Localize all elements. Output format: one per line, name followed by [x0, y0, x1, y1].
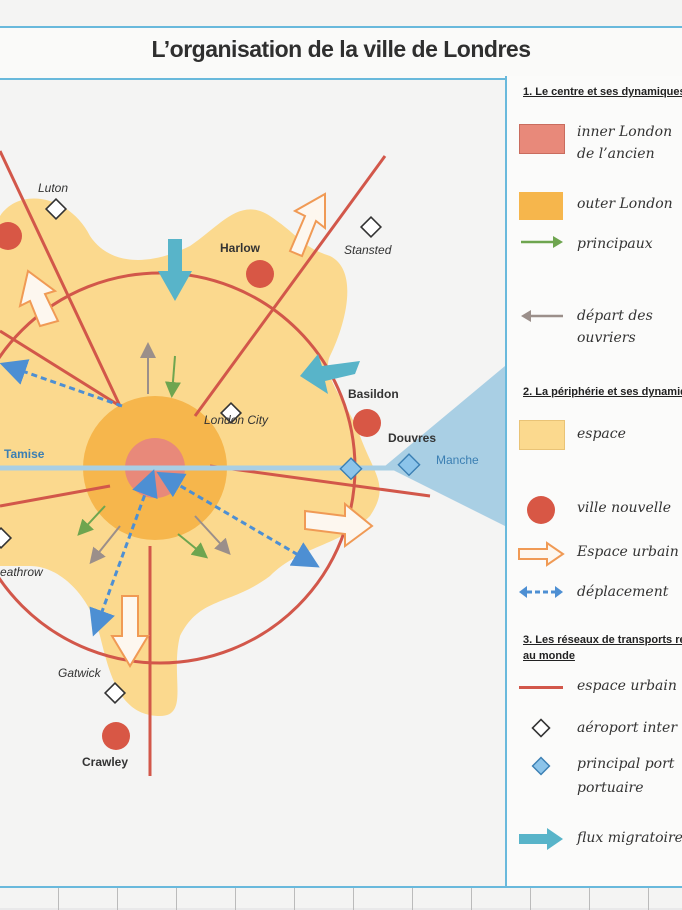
airports	[0, 197, 383, 705]
legend-airport-icon	[531, 718, 551, 738]
legend-panel: 1. Le centre et ses dynamiques inner Lon…	[505, 76, 682, 886]
legend-section-3: 3. Les réseaux de transports reliant Lon…	[523, 634, 682, 646]
legend-grey-arrow-text: départ des	[577, 308, 653, 324]
label-harlow: Harlow	[220, 241, 261, 255]
label-douvres: Douvres	[388, 431, 436, 445]
notebook-grid-footer	[0, 886, 682, 910]
legend-road-icon	[519, 686, 563, 689]
legend-road-text: espace urbain	[577, 678, 677, 694]
legend-inner-london-swatch	[519, 124, 565, 154]
urban-sprawl-arrows	[18, 192, 374, 668]
legend-port-icon	[531, 756, 551, 776]
legend-section-2: 2. La périphérie et ses dynamiques	[523, 386, 682, 398]
new-towns	[0, 222, 381, 750]
legend-new-town-text: ville nouvelle	[577, 500, 671, 516]
legend-dashed-arrow-icon	[519, 586, 563, 598]
label-gatwick: Gatwick	[58, 666, 102, 680]
label-tamise: Tamise	[4, 447, 45, 461]
legend-periphery-swatch	[519, 420, 565, 450]
london-map: Luton Harlow Stansted Basildon London Ci…	[0, 150, 505, 776]
legend-section-1: 1. Le centre et ses dynamiques	[523, 86, 682, 98]
legend-green-arrow-text: principaux	[577, 236, 653, 252]
legend-airport-text: aéroport inter	[577, 720, 678, 736]
legend-flux-arrow-icon	[519, 828, 563, 850]
legend-periphery-text: espace	[577, 426, 626, 442]
legend-grey-arrow-text-2: ouvriers	[577, 330, 636, 346]
legend-new-town-icon	[527, 496, 555, 524]
page-title: L’organisation de la ville de Londres	[151, 36, 531, 62]
legend-inner-london-text: inner London	[577, 124, 673, 140]
legend-port-text-2: portuaire	[577, 780, 644, 796]
label-luton: Luton	[38, 181, 68, 195]
displacement-arrows	[0, 359, 320, 637]
label-heathrow: eathrow	[0, 565, 44, 579]
legend-white-arrow-icon	[518, 541, 565, 567]
label-london-city: London City	[204, 413, 269, 427]
legend-flux-text: flux migratoires	[577, 830, 682, 846]
title-banner: L’organisation de la ville de Londres	[0, 26, 682, 80]
legend-outer-london-text: outer London	[577, 196, 673, 212]
label-manche: Manche	[436, 453, 479, 467]
legend-dashed-arrow-text: déplacement	[577, 584, 669, 600]
label-stansted: Stansted	[344, 243, 392, 257]
legend-white-arrow-text: Espace urbain	[577, 544, 679, 560]
ports	[339, 453, 421, 481]
migration-flux-arrows	[158, 239, 360, 394]
legend-outer-london-swatch	[519, 192, 563, 220]
manche-sea	[385, 366, 505, 526]
legend-section-3-cont: au monde	[523, 650, 575, 662]
legend-green-arrow-icon	[521, 236, 563, 248]
label-crawley: Crawley	[82, 755, 128, 769]
label-basildon: Basildon	[348, 387, 399, 401]
legend-port-text: principal port	[577, 756, 675, 772]
legend-grey-arrow-icon	[521, 310, 563, 322]
legend-inner-london-text-2: de l’ancien	[577, 146, 655, 162]
